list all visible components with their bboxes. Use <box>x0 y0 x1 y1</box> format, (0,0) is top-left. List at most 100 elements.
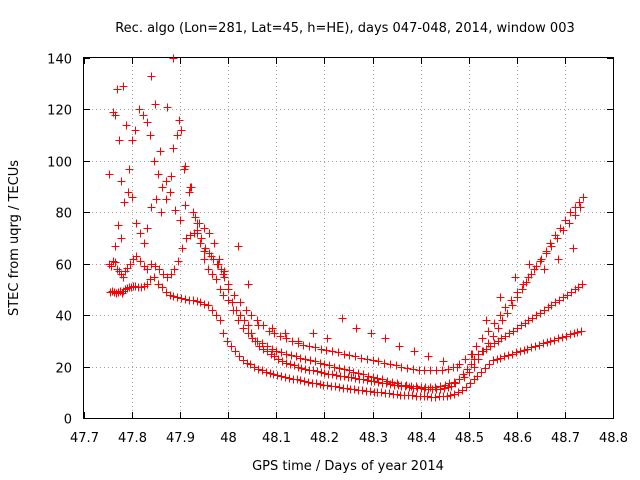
data-point <box>403 364 412 373</box>
data-point <box>111 242 120 251</box>
data-point <box>239 324 248 333</box>
data-point <box>454 388 463 397</box>
data-point <box>196 239 205 248</box>
data-point <box>270 329 279 338</box>
data-point <box>167 270 176 279</box>
data-point <box>263 342 272 351</box>
data-point <box>301 365 310 374</box>
data-point <box>496 311 505 320</box>
data-point <box>216 285 225 294</box>
data-point <box>248 334 257 343</box>
x-tick-label: 48 <box>220 431 237 446</box>
data-point <box>554 334 563 343</box>
data-point <box>441 381 450 390</box>
data-point <box>446 391 455 400</box>
data-point <box>322 346 331 355</box>
y-tick-label: 60 <box>55 259 72 274</box>
data-point <box>212 311 221 320</box>
data-point <box>386 360 395 369</box>
data-point <box>170 265 179 274</box>
data-point <box>169 292 178 301</box>
data-point <box>178 244 187 253</box>
data-point <box>352 324 361 333</box>
data-point <box>234 242 243 251</box>
data-point <box>519 280 528 289</box>
data-point <box>481 364 490 373</box>
data-point <box>445 379 454 388</box>
data-point <box>235 352 244 361</box>
data-point <box>330 363 339 372</box>
data-point <box>477 368 486 377</box>
data-point <box>496 354 505 363</box>
data-point <box>276 332 285 341</box>
data-point <box>311 343 320 352</box>
data-point <box>113 265 122 274</box>
data-point <box>527 343 536 352</box>
data-point <box>546 337 555 346</box>
data-point <box>566 330 575 339</box>
data-point <box>410 347 419 356</box>
data-point <box>320 369 329 378</box>
data-point <box>367 329 376 338</box>
x-tick-label: 48.8 <box>599 431 628 446</box>
data-point <box>258 339 267 348</box>
data-point <box>204 301 213 310</box>
data-point <box>431 383 440 392</box>
data-point <box>516 347 525 356</box>
data-point <box>285 374 294 383</box>
data-point <box>214 260 223 269</box>
data-point <box>281 373 290 382</box>
data-point <box>320 360 329 369</box>
data-point <box>200 247 209 256</box>
data-point <box>340 372 349 381</box>
data-point <box>525 260 534 269</box>
data-point <box>504 351 513 360</box>
data-point <box>508 301 517 310</box>
data-point <box>224 296 233 305</box>
data-point <box>220 267 229 276</box>
data-point <box>143 280 152 289</box>
data-point <box>122 121 131 130</box>
data-point <box>378 375 387 384</box>
data-point <box>208 306 217 315</box>
data-point <box>497 334 506 343</box>
data-point <box>196 298 205 307</box>
data-point <box>119 273 128 282</box>
data-point <box>466 379 475 388</box>
data-point <box>349 368 358 377</box>
data-point <box>323 381 332 390</box>
data-point <box>309 329 318 338</box>
data-point <box>215 255 224 264</box>
data-point <box>317 345 326 354</box>
data-point <box>210 239 219 248</box>
data-point <box>292 352 301 361</box>
data-point <box>140 239 149 248</box>
chart-title: Rec. algo (Lon=281, Lat=45, h=HE), days … <box>115 21 575 36</box>
data-point <box>453 363 462 372</box>
data-point <box>219 291 228 300</box>
data-point <box>382 379 391 388</box>
data-point <box>479 347 488 356</box>
data-point <box>272 347 281 356</box>
data-point <box>173 293 182 302</box>
data-point <box>436 382 445 391</box>
data-point <box>338 314 347 323</box>
data-point <box>335 364 344 373</box>
data-point <box>501 303 510 312</box>
data-point <box>531 342 540 351</box>
data-point <box>540 265 549 274</box>
data-point <box>111 258 120 267</box>
data-point <box>163 103 172 112</box>
data-point <box>208 270 217 279</box>
data-point <box>205 229 214 238</box>
y-tick-label: 140 <box>47 53 72 68</box>
data-point <box>450 390 459 399</box>
data-point <box>316 359 325 368</box>
data-point <box>505 329 514 338</box>
data-point <box>306 356 315 365</box>
data-point <box>139 111 148 120</box>
data-point <box>253 316 262 325</box>
data-point <box>381 334 390 343</box>
data-point <box>424 352 433 361</box>
